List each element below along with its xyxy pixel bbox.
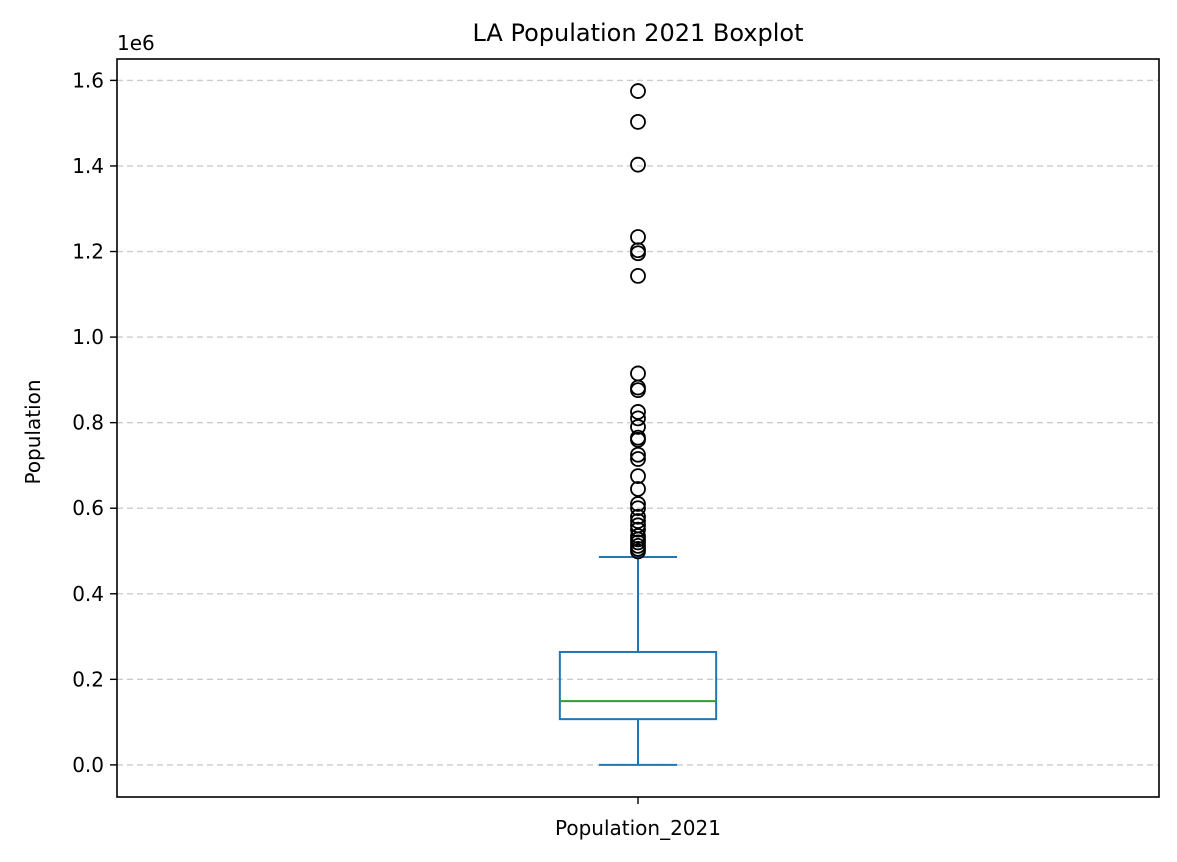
outlier-point <box>630 496 646 512</box>
outlier-point <box>630 404 646 420</box>
outlier-point <box>630 521 646 538</box>
outlier-point <box>630 481 646 497</box>
box-group <box>558 555 718 766</box>
y-axis-scale-label: 1e6 <box>117 31 155 55</box>
outlier-point <box>630 268 646 284</box>
outlier-point <box>630 513 646 529</box>
y-tick-label: 0.0 <box>72 753 104 777</box>
outlier-point <box>630 500 646 517</box>
outlier-point <box>630 410 646 427</box>
outlier-point <box>630 446 646 463</box>
y-axis-label: Population <box>21 379 45 484</box>
y-tick-label: 0.8 <box>72 411 104 435</box>
y-tick-label: 1.6 <box>72 68 104 92</box>
chart-title: LA Population 2021 Boxplot <box>472 19 803 47</box>
y-tick-label: 1.2 <box>72 240 104 264</box>
y-axis-ticks: 0.0 0.2 0.4 0.6 0.8 1.0 1.2 1.4 1.6 <box>72 68 117 777</box>
outlier-point <box>630 83 646 99</box>
outlier-point <box>630 429 646 446</box>
outlier-point <box>630 419 646 435</box>
outlier-points <box>630 83 646 560</box>
outlier-point <box>630 156 646 173</box>
outlier-point <box>630 365 646 382</box>
y-tick-label: 1.4 <box>72 154 104 178</box>
iqr-box <box>558 650 718 721</box>
x-tick-label: Population_2021 <box>555 816 721 840</box>
outlier-point <box>630 528 646 544</box>
y-tick-label: 0.2 <box>72 667 104 691</box>
x-axis-ticks: Population_2021 <box>555 797 721 840</box>
outlier-point <box>630 113 646 130</box>
grid-lines <box>117 79 1159 766</box>
outlier-point <box>630 508 646 525</box>
plot-frame <box>116 58 1160 798</box>
y-tick-label: 0.6 <box>72 496 104 520</box>
outlier-point <box>630 451 646 467</box>
outlier-point <box>630 468 646 485</box>
outlier-point <box>630 229 646 245</box>
y-tick-label: 0.4 <box>72 582 104 606</box>
y-tick-label: 1.0 <box>72 325 104 349</box>
outlier-point <box>630 517 646 534</box>
